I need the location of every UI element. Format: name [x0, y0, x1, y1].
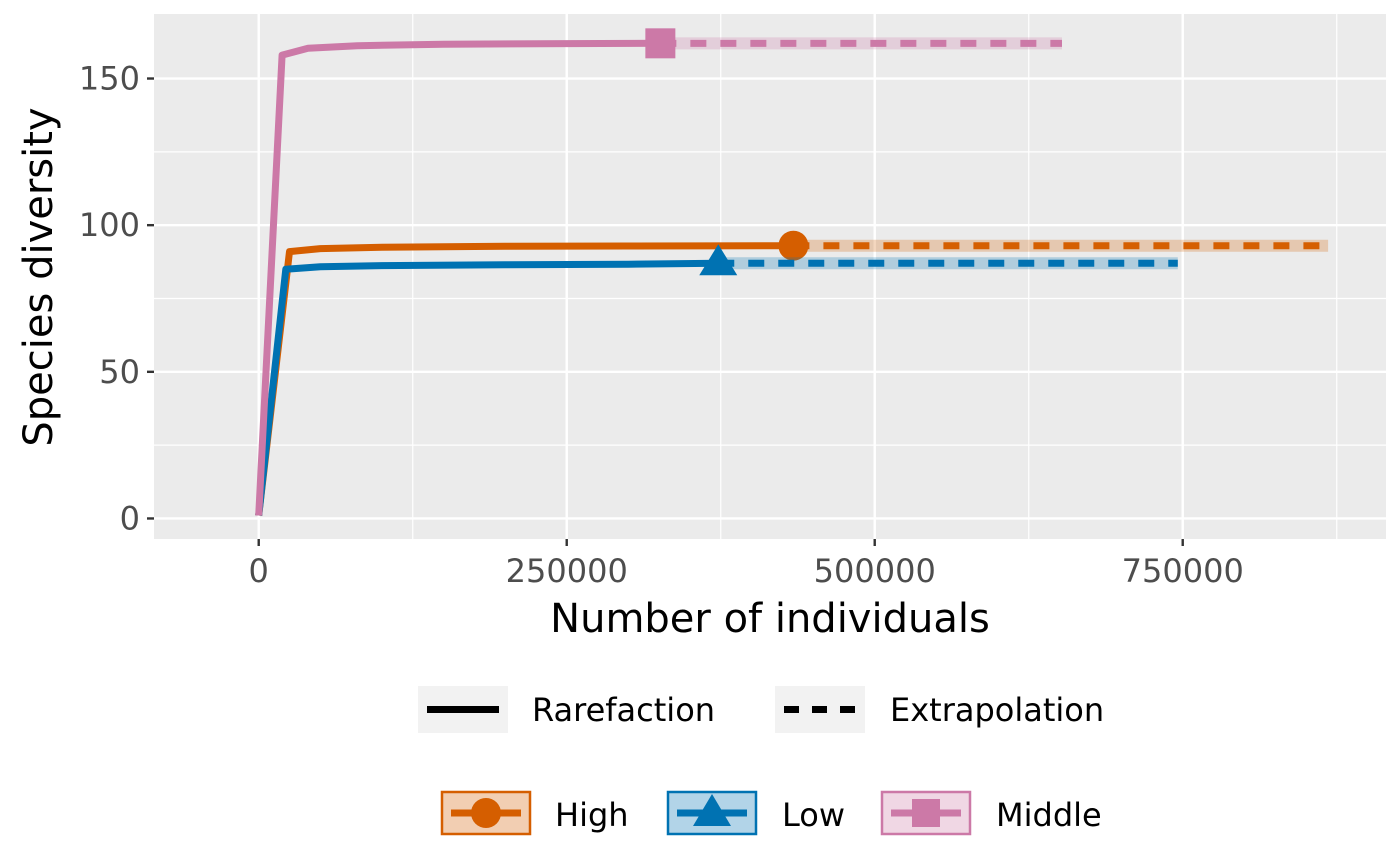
legend-marker-middle-square [912, 799, 940, 827]
x-axis-ticks: 0 250000 500000 750000 [249, 539, 1244, 590]
x-tick-label: 250000 [506, 552, 628, 590]
series-middle [255, 28, 1062, 516]
y-axis-title: Species diversity [16, 107, 62, 446]
observed-point-low [699, 244, 738, 276]
legend-label-rarefaction: Rarefaction [532, 691, 715, 729]
x-tick-label: 500000 [814, 552, 936, 590]
legend-label-high: High [555, 796, 629, 834]
legend-item-middle: Middle [880, 790, 1102, 836]
series-layer [255, 28, 1329, 516]
legend-marker-high-circle [471, 798, 501, 828]
series-low [255, 244, 1178, 516]
rarefaction-line-high [255, 242, 794, 516]
legend-item-high: High [440, 790, 629, 836]
legend-label-extrapolation: Extrapolation [890, 691, 1104, 729]
series-high [255, 230, 1329, 516]
legend-label-low: Low [782, 796, 845, 834]
y-axis-ticks: 0 50 100 150 [79, 60, 154, 537]
legend-item-rarefaction: Rarefaction [418, 686, 715, 733]
linetype-legend: Rarefaction Extrapolation [418, 686, 1104, 733]
observed-point-high [778, 230, 809, 261]
y-tick-label: 100 [79, 206, 140, 244]
observed-point-middle [645, 28, 676, 59]
x-tick-label: 750000 [1122, 552, 1244, 590]
legend-item-extrapolation: Extrapolation [775, 686, 1104, 733]
y-tick-label: 150 [79, 60, 140, 98]
x-axis-title: Number of individuals [550, 596, 990, 642]
y-tick-label: 50 [99, 353, 140, 391]
x-tick-label: 0 [249, 552, 269, 590]
panel-background [154, 14, 1386, 539]
group-legend: High Low Middle [440, 790, 1102, 836]
y-tick-label: 0 [120, 499, 140, 537]
rarefaction-line-middle [255, 39, 661, 516]
legend-marker-low-triangle [693, 794, 731, 826]
legend-item-low: Low [666, 790, 845, 836]
rarefaction-line-low [255, 259, 719, 516]
grid-minor [154, 14, 1386, 539]
grid-major [154, 14, 1386, 539]
legend-label-middle: Middle [996, 796, 1102, 834]
